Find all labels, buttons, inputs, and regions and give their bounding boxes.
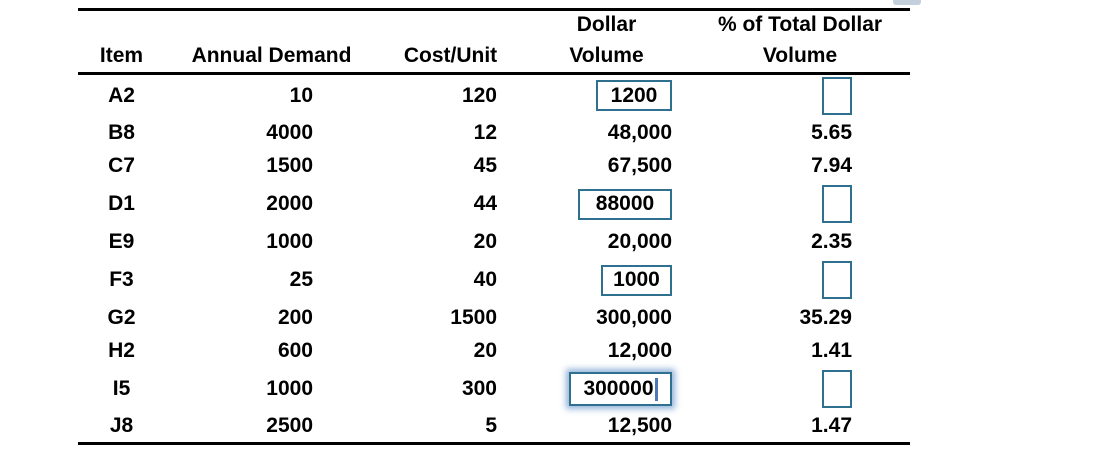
table-row: C7 1500 45 67,500 7.94	[78, 150, 910, 183]
pct-total-cell: 2.35	[811, 230, 852, 253]
dollar-volume-cell: 1200	[523, 74, 690, 117]
header-spacer	[78, 10, 523, 40]
pct-total-cell	[690, 368, 910, 411]
dollar-volume-cell: 300,000	[596, 306, 672, 329]
cost-unit-cell: 1500	[450, 306, 497, 329]
annual-demand-cell: 4000	[266, 121, 313, 144]
table-row: H2 600 20 12,000 1.41	[78, 335, 910, 368]
header-row-top: Dollar % of Total Dollar	[78, 10, 910, 40]
item-cell: H2	[108, 339, 135, 362]
dollar-volume-input-value: 300000	[583, 377, 654, 400]
dollar-volume-input-value: 88000	[595, 192, 655, 215]
dollar-volume-input[interactable]: 1000	[601, 264, 672, 296]
annual-demand-cell: 1000	[266, 377, 313, 400]
cost-unit-cell: 45	[473, 154, 497, 177]
dollar-volume-input-focused[interactable]: 300000	[569, 372, 672, 406]
table-row: G2 200 1500 300,000 35.29	[78, 302, 910, 335]
item-cell: B8	[108, 121, 135, 144]
pct-total-cell: 1.47	[811, 414, 852, 438]
cost-unit-cell: 120	[461, 83, 497, 107]
table-row: E9 1000 20 20,000 2.35	[78, 226, 910, 259]
item-cell: E9	[108, 230, 135, 253]
pct-total-cell	[690, 259, 910, 302]
table-row: A2 10 120 1200	[78, 74, 910, 117]
dollar-volume-input-value: 1200	[610, 83, 658, 107]
dollar-volume-input-value: 1000	[613, 268, 660, 291]
pct-total-cell: 35.29	[799, 306, 852, 329]
pct-total-cell	[690, 74, 910, 117]
item-cell: G2	[107, 306, 136, 329]
dollar-volume-cell: 12,000	[607, 339, 672, 362]
pct-total-cell: 5.65	[811, 121, 852, 144]
dollar-volume-cell: 20,000	[607, 230, 672, 253]
header-item: Item	[78, 39, 165, 75]
dollar-volume-cell: 1000	[523, 259, 690, 302]
annual-demand-cell: 600	[277, 339, 313, 362]
table-row: F3 25 40 1000	[78, 259, 910, 302]
item-cell: J8	[109, 414, 134, 438]
dollar-volume-input[interactable]: 88000	[578, 188, 672, 220]
annual-demand-cell: 10	[289, 83, 313, 107]
annual-demand-cell: 2500	[266, 414, 313, 438]
text-caret	[654, 377, 658, 401]
pct-total-input[interactable]	[822, 185, 852, 223]
dollar-volume-cell: 300000	[523, 368, 690, 411]
item-cell: C7	[108, 154, 135, 177]
annual-demand-cell: 1000	[266, 230, 313, 253]
header-row-bottom: Item Annual Demand Cost/Unit Volume Volu…	[78, 39, 910, 75]
header-dollar-volume-line2: Volume	[523, 39, 690, 75]
table-row: D1 2000 44 88000	[78, 183, 910, 226]
item-cell: I5	[112, 377, 131, 400]
item-cell: F3	[109, 268, 134, 291]
header-annual-demand: Annual Demand	[165, 39, 378, 75]
pct-total-cell: 7.94	[811, 154, 852, 177]
pct-total-cell	[690, 183, 910, 226]
cost-unit-cell: 12	[473, 121, 497, 144]
cost-unit-cell: 20	[473, 339, 497, 362]
dollar-volume-cell: 67,500	[607, 154, 672, 177]
dollar-volume-cell: 12,500	[607, 414, 672, 438]
cost-unit-cell: 44	[473, 192, 497, 215]
dollar-volume-input[interactable]: 1200	[596, 80, 672, 112]
abc-analysis-table: Dollar % of Total Dollar Item Annual Dem…	[78, 8, 910, 445]
cost-unit-cell: 5	[485, 414, 497, 438]
annual-demand-cell: 1500	[266, 154, 313, 177]
annual-demand-cell: 200	[277, 306, 313, 329]
item-cell: D1	[108, 192, 135, 215]
dollar-volume-cell: 48,000	[607, 121, 672, 144]
table-row: B8 4000 12 48,000 5.65	[78, 117, 910, 150]
pct-total-input[interactable]	[822, 370, 852, 408]
pct-total-cell: 1.41	[811, 339, 852, 362]
header-pct-total-line2: Volume	[690, 39, 910, 75]
item-cell: A2	[108, 83, 135, 107]
annual-demand-cell: 2000	[266, 192, 313, 215]
dollar-volume-cell: 88000	[523, 183, 690, 226]
header-pct-total-line1: % of Total Dollar	[717, 13, 883, 37]
pct-total-input[interactable]	[822, 261, 852, 299]
table-row: I5 1000 300 300000	[78, 368, 910, 411]
cost-unit-cell: 40	[473, 268, 497, 291]
partial-input-box-edge	[893, 0, 921, 5]
table-row: J8 2500 5 12,500 1.47	[78, 411, 910, 444]
pct-total-input[interactable]	[822, 76, 852, 115]
cost-unit-cell: 20	[473, 230, 497, 253]
annual-demand-cell: 25	[289, 268, 313, 291]
header-cost-unit: Cost/Unit	[378, 39, 523, 75]
table-header: Dollar % of Total Dollar Item Annual Dem…	[78, 10, 910, 75]
header-dollar-volume-line1: Dollar	[576, 13, 637, 37]
cost-unit-cell: 300	[461, 377, 497, 400]
